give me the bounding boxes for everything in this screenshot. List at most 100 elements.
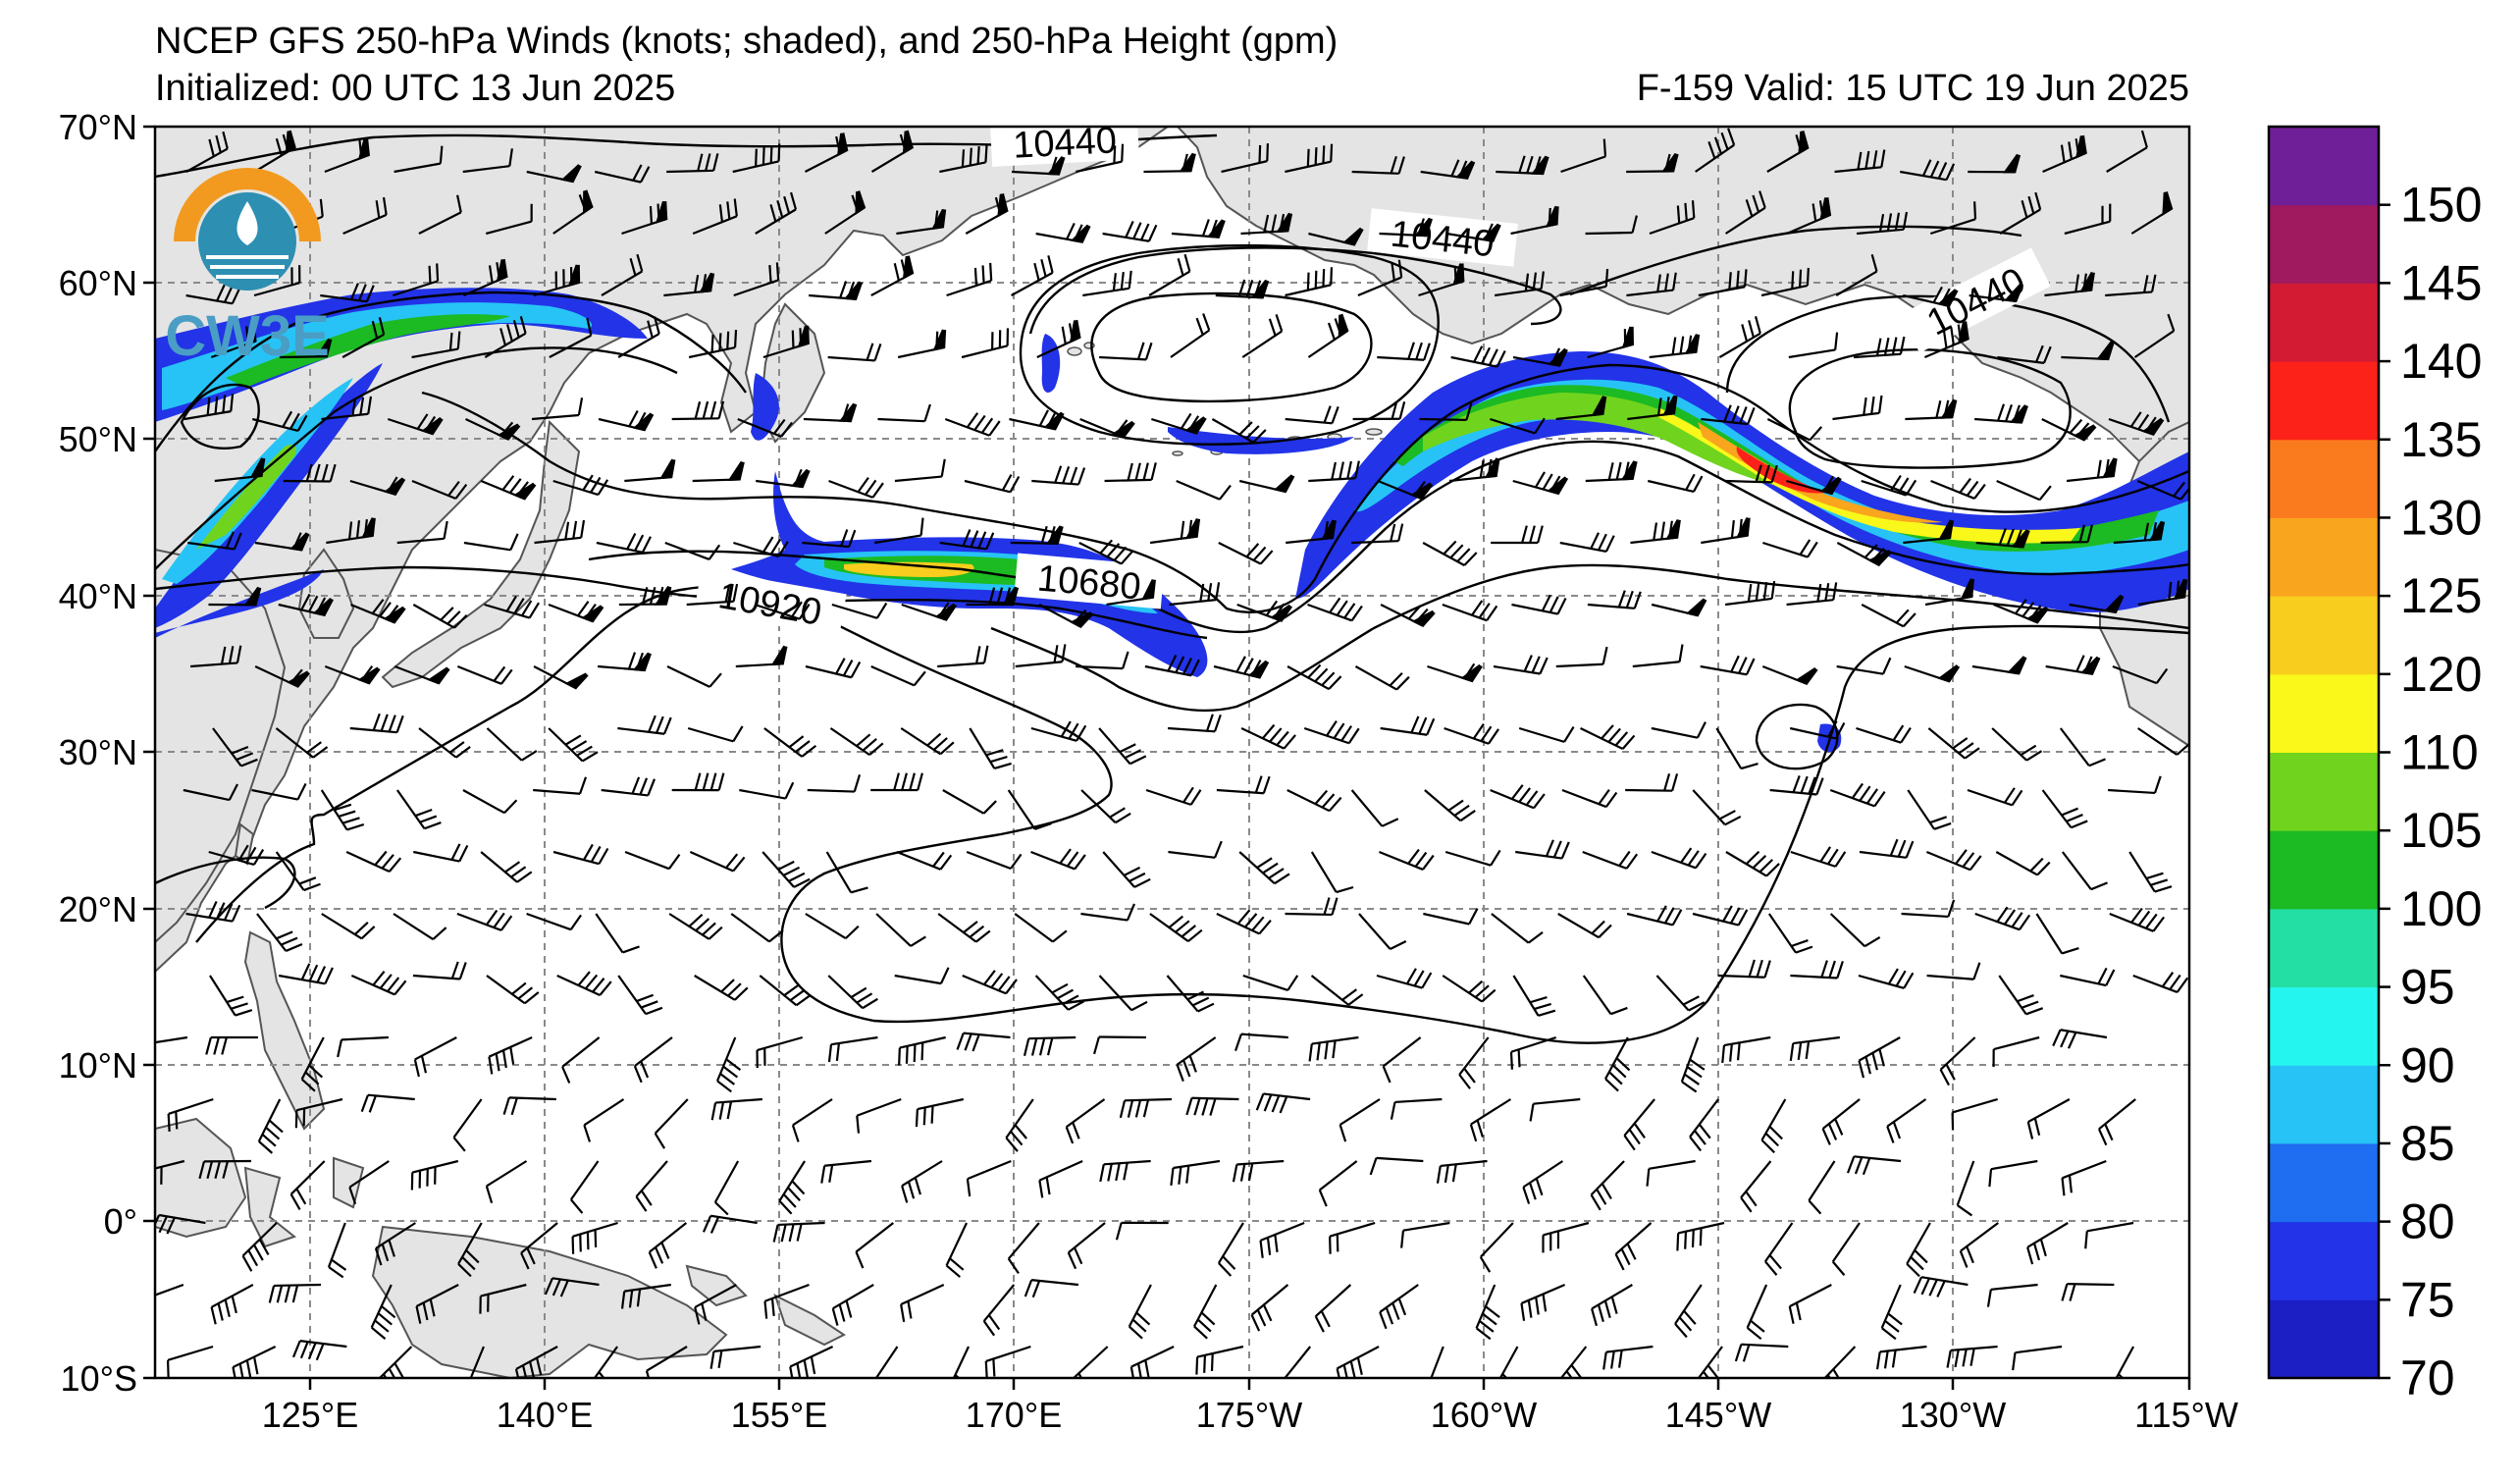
wind-barb — [687, 726, 734, 743]
wind-barb-feather — [509, 533, 519, 551]
wind-barb-feather — [1545, 839, 1554, 857]
wind-barb-feather — [1591, 920, 1605, 934]
wind-barb-feather — [1453, 804, 1470, 817]
wind-barb-feather — [900, 1303, 906, 1322]
wind-barb-feather — [981, 265, 985, 284]
wind-barb — [827, 975, 864, 1009]
wind-barb-feather — [1202, 313, 1211, 331]
wind-barb-pennant — [902, 131, 915, 155]
wind-barb-feather — [1614, 1253, 1625, 1271]
wind-barb — [1358, 913, 1391, 950]
wind-barb-feather — [349, 283, 359, 300]
wind-barb-feather — [1354, 460, 1360, 479]
wind-barb-feather — [304, 1071, 320, 1086]
wind-barb-feather — [268, 1285, 276, 1303]
wind-barb-feather — [1330, 267, 1334, 286]
wind-barb-feather — [718, 1101, 725, 1120]
wind-barb-feather — [1533, 793, 1546, 809]
wind-barb — [1614, 1222, 1653, 1255]
wind-barb-feather — [1023, 1037, 1030, 1056]
wind-barb-pennant — [2025, 606, 2048, 624]
land-asia — [155, 127, 1170, 974]
lat-label: 30°N — [59, 732, 137, 772]
wind-barb-feather — [1920, 1278, 1930, 1296]
wind-barb-feather — [2004, 787, 2016, 804]
wind-barb — [759, 975, 798, 1007]
wind-barb-feather — [1390, 1101, 1396, 1120]
colorbar-segment — [2269, 283, 2379, 362]
wind-barb — [664, 541, 710, 560]
wind-barb-feather — [702, 772, 709, 791]
wind-barb-feather — [662, 716, 672, 735]
wind-barb-feather — [1822, 1381, 1831, 1396]
colorbar-segment — [2269, 439, 2379, 518]
wind-barb-feather — [1170, 1167, 1175, 1187]
wind-barb-feather — [517, 986, 534, 1000]
wind-barb-feather — [455, 746, 471, 759]
wind-barb-feather — [2061, 1178, 2066, 1196]
wind-barb-feather — [1532, 272, 1538, 291]
wind-barb-feather — [793, 877, 811, 888]
wind-barb-feather — [1115, 1162, 1121, 1182]
wind-barb-feather — [2011, 912, 2023, 928]
wind-barb-feather — [1607, 462, 1614, 481]
wind-barb-feather — [1391, 262, 1395, 281]
wind-barb-feather — [1959, 477, 1971, 494]
wind-barb-feather — [291, 1285, 299, 1303]
wind-barb-feather — [1816, 583, 1822, 602]
lon-label: 130°W — [1900, 1395, 2006, 1435]
wind-barb-feather — [801, 744, 817, 758]
wind-barb-feather — [1972, 962, 1981, 980]
wind-barb — [666, 665, 710, 688]
wind-barb-feather — [1730, 655, 1740, 673]
wind-barb-feather — [2088, 758, 2106, 768]
wind-barb — [1723, 1035, 1771, 1047]
wind-barb-feather — [708, 926, 723, 940]
wind-barb — [1168, 850, 1216, 859]
wind-barb-feather — [215, 134, 222, 153]
wind-barb-feather — [628, 1290, 634, 1308]
wind-barb-feather — [1177, 257, 1184, 276]
wind-barb-feather — [224, 1298, 231, 1317]
wind-barb-feather — [321, 463, 329, 482]
wind-barb-feather — [641, 536, 652, 554]
wind-barb-feather — [770, 1298, 775, 1316]
wind-barb-feather — [377, 1312, 393, 1326]
wind-barb — [1766, 418, 1811, 442]
wind-barb-feather — [1827, 720, 1838, 738]
colorbar-label: 100 — [2400, 881, 2482, 936]
wind-barb-feather — [1481, 346, 1492, 364]
wind-barb-feather — [1010, 853, 1023, 870]
wind-barb-feather — [1656, 905, 1667, 923]
wind-barb-feather — [964, 1033, 972, 1051]
colorbar-segment — [2269, 517, 2379, 597]
wind-barb-feather — [1760, 1139, 1775, 1154]
wind-barb-feather — [768, 929, 784, 943]
wind-barb-feather — [1463, 552, 1478, 566]
jet-aleutian-lower — [1168, 427, 1354, 454]
wind-barb-feather — [1279, 1095, 1288, 1114]
wind-barb — [1376, 1156, 1424, 1163]
wind-barb — [1956, 1160, 1975, 1206]
wind-barb-pennant — [655, 201, 668, 224]
wind-barb-feather — [1185, 1097, 1193, 1116]
wind-barb — [1498, 1346, 1519, 1378]
wind-barb-feather — [1671, 337, 1677, 355]
wind-barb-feather — [777, 860, 795, 871]
wind-barb-pennant — [838, 402, 856, 423]
wind-barb-feather — [450, 843, 461, 861]
wind-barb — [1829, 913, 1866, 948]
wind-barb-feather — [966, 412, 979, 429]
wind-barb-feather — [667, 853, 681, 870]
wind-barb-feather — [1258, 144, 1262, 163]
wind-barb-feather — [1330, 143, 1334, 162]
wind-barb-feather — [780, 1224, 787, 1243]
wind-barb-feather — [1865, 788, 1879, 805]
wind-barb-feather — [1182, 786, 1194, 803]
wind-barb-feather — [595, 1377, 596, 1378]
wind-barb-feather — [775, 262, 780, 281]
wind-barb-feather — [495, 1053, 500, 1072]
wind-barb-pennant — [1937, 664, 1959, 683]
wind-barb-feather — [1929, 160, 1940, 178]
wind-barb-feather — [1747, 583, 1753, 603]
